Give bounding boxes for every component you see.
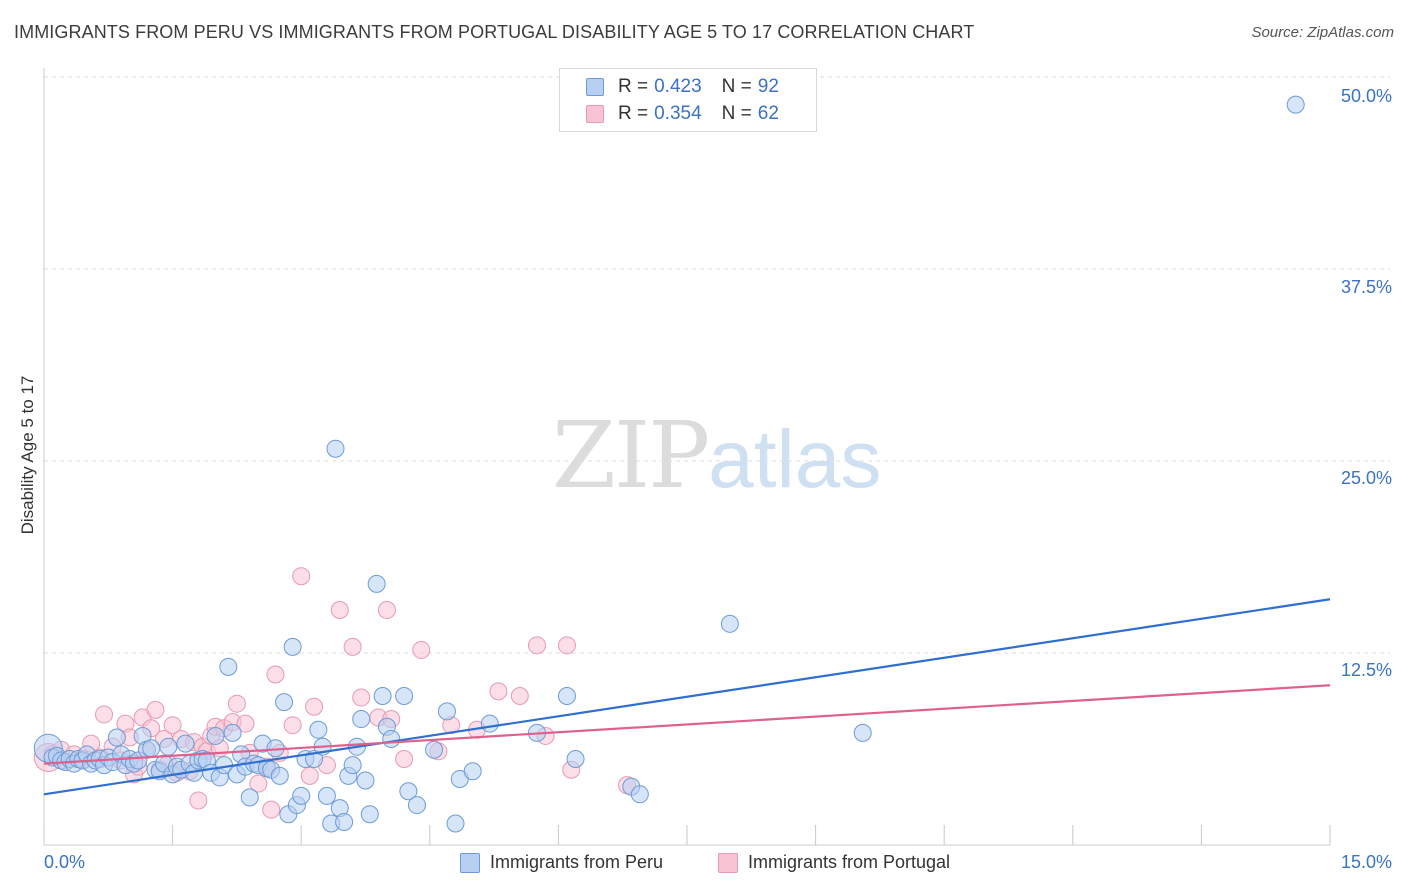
portugal-point (262, 800, 281, 819)
peru-point (309, 720, 328, 739)
portugal-point (249, 774, 268, 793)
axes (43, 68, 1331, 846)
trend-lines (43, 598, 1331, 796)
peru-point (142, 739, 161, 758)
peru-point (382, 730, 401, 749)
peru-point (437, 702, 456, 721)
portugal-point (95, 705, 114, 724)
portugal-point (266, 665, 285, 684)
peru-point (270, 766, 289, 785)
peru-point (480, 714, 499, 733)
legend-item-portugal: Immigrants from Portugal (718, 852, 950, 873)
peru-point (630, 785, 649, 804)
peru-point (425, 740, 444, 759)
peru-point (1286, 95, 1305, 114)
source-label: Source: ZipAtlas.com (1251, 24, 1394, 41)
peru-point (399, 782, 418, 801)
chart-title: IMMIGRANTS FROM PERU VS IMMIGRANTS FROM … (14, 22, 975, 42)
watermark: ZIPatlas (552, 402, 881, 509)
peru-point (335, 812, 354, 831)
peru-point (219, 657, 238, 676)
portugal-point (352, 688, 371, 707)
portugal-point (305, 697, 324, 716)
peru-point (352, 710, 371, 729)
watermark-atlas: atlas (708, 414, 882, 505)
peru-point (720, 614, 739, 633)
y-tick-12-5: 12.5% (1340, 660, 1392, 680)
portugal-points (33, 567, 636, 819)
peru-point (206, 726, 225, 745)
portugal-swatch (718, 852, 738, 873)
peru-point (356, 771, 375, 790)
x-tick-max: 15.0% (1340, 852, 1392, 872)
peru-point (367, 574, 386, 593)
peru-point (176, 734, 195, 753)
portugal-point (300, 766, 319, 785)
legend-label-portugal: Immigrants from Portugal (748, 852, 951, 872)
peru-point (853, 723, 872, 742)
portugal-point (377, 600, 396, 619)
legend-n-value: 92 (757, 76, 779, 97)
portugal-point (163, 716, 182, 735)
portugal-point (557, 636, 576, 655)
y-tick-37-5: 37.5% (1340, 277, 1392, 297)
peru-point (326, 439, 345, 458)
legend-n-value: 62 (757, 103, 779, 124)
peru-trend-line (43, 598, 1331, 796)
portugal-point (330, 600, 349, 619)
correlation-legend: R = 0.423 N = 92 R = 0.354 N = 62 (559, 68, 817, 132)
peru-point (557, 687, 576, 706)
peru-point (446, 814, 465, 833)
portugal-point (412, 640, 431, 659)
legend-r-value: 0.354 (654, 103, 702, 124)
legend-r-label: R = (618, 103, 649, 124)
portugal-point (236, 714, 255, 733)
peru-point (159, 737, 178, 756)
legend-n-label: N = (721, 103, 752, 124)
y-tick-50: 50.0% (1340, 86, 1392, 106)
legend-r-label: R = (618, 76, 649, 97)
legend-row-peru: R = 0.423 N = 92 (586, 75, 779, 99)
portugal-swatch (586, 105, 604, 123)
peru-point (407, 796, 426, 815)
portugal-trend-line (43, 684, 1331, 765)
peru-point (223, 723, 242, 742)
legend-row-portugal: R = 0.354 N = 62 (586, 102, 779, 126)
y-tick-25: 25.0% (1340, 468, 1392, 488)
legend-n-label: N = (721, 76, 752, 97)
peru-point (463, 762, 482, 781)
peru-point (395, 687, 414, 706)
legend-r-value: 0.423 (654, 76, 702, 97)
peru-point (292, 786, 311, 805)
peru-point (240, 788, 259, 807)
portugal-point (146, 700, 165, 719)
portugal-point (510, 687, 529, 706)
peru-point (373, 687, 392, 706)
portugal-point (189, 791, 208, 810)
watermark-zip: ZIP (552, 402, 710, 509)
peru-swatch (460, 852, 480, 873)
peru-point (275, 693, 294, 712)
peru-swatch (586, 78, 604, 96)
grid-lines (44, 76, 1390, 654)
x-tick-min: 0.0% (44, 852, 86, 872)
peru-point (107, 728, 126, 747)
legend-label-peru: Immigrants from Peru (490, 852, 664, 872)
portugal-point (292, 567, 311, 586)
peru-point (343, 756, 362, 775)
peru-point (360, 805, 379, 824)
peru-point (317, 786, 336, 805)
peru-point (283, 637, 302, 656)
portugal-point (343, 637, 362, 656)
peru-point (566, 749, 585, 768)
portugal-point (527, 636, 546, 655)
portugal-point (283, 716, 302, 735)
portugal-point (227, 694, 246, 713)
legend-item-peru: Immigrants from Peru (460, 852, 663, 873)
portugal-point (395, 749, 414, 768)
portugal-point (489, 682, 508, 701)
